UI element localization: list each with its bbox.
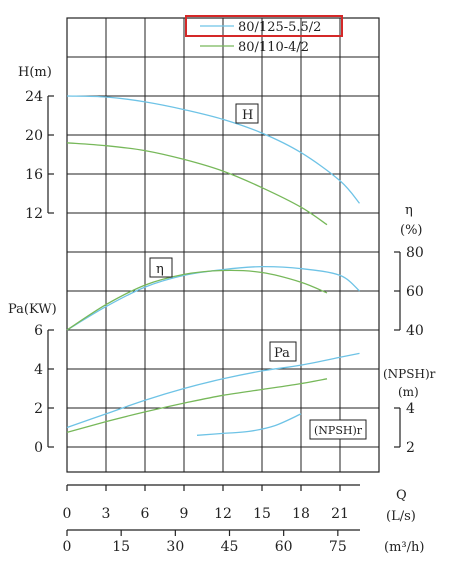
chart-legend: 80/125-5.5/2 80/110-4/2 [185,15,343,55]
chart-grid [66,17,380,473]
flow-ls-tick-label: 21 [331,506,349,522]
power-curve-series-2 [66,378,328,434]
flow-m3h-tick-label: 15 [112,539,130,555]
power-tick-label: 4 [34,362,43,378]
curve-label-head: H [235,103,259,124]
head-curve-series-2 [66,142,328,226]
flow-ls-unit: (L/s) [386,509,416,524]
flow-ls-tick-label: 6 [141,506,150,522]
flow-ls-tick-label: 3 [102,506,111,522]
flow-m3h-tick-label: 60 [275,539,293,555]
head-tick-label: 24 [25,89,43,105]
efficiency-curve-series-1 [66,265,360,331]
flow-m3h-tick-label: 30 [166,539,184,555]
flow-axis-title: Q [396,488,407,503]
legend-label-series-1: 80/125-5.5/2 [238,20,321,35]
chart-curves [66,95,360,436]
npsh-curve-series-1 [196,413,302,436]
npsh-tick-label: 4 [406,401,415,417]
power-tick-label: 6 [34,323,43,339]
npsh-axis-title: (NPSH)r [383,367,436,381]
efficiency-curve-series-2 [66,269,328,331]
svg-text:η: η [156,262,164,277]
svg-text:(NPSH)r: (NPSH)r [314,424,363,437]
svg-text:H: H [242,108,253,123]
head-curve-series-1 [66,95,360,204]
flow-m3h-tick-label: 75 [329,539,347,555]
npsh-axis-unit: (m) [398,385,419,399]
flow-ls-tick-label: 18 [292,506,310,522]
curve-label-power: Pa [269,341,297,362]
svg-text:Pa: Pa [274,346,290,361]
efficiency-axis-title: η [405,203,413,218]
flow-m3h-unit: (m³/h) [384,540,424,555]
flow-ls-tick-label: 9 [180,506,189,522]
efficiency-tick-label: 60 [406,284,424,300]
power-axis-title: Pa(KW) [8,302,57,317]
head-axis-title: H(m) [18,65,52,80]
curve-label-efficiency: η [149,257,173,278]
flow-m3h-tick-label: 45 [221,539,239,555]
legend-highlight-box [185,15,343,37]
flow-m3h-tick-label: 0 [63,539,72,555]
flow-ls-tick-label: 15 [253,506,271,522]
head-tick-label: 16 [25,167,43,183]
power-tick-label: 0 [34,440,43,456]
head-tick-label: 20 [25,128,43,144]
flow-ls-tick-label: 0 [63,506,72,522]
efficiency-tick-label: 40 [406,323,424,339]
curve-label-npsh: (NPSH)r [309,419,367,440]
efficiency-tick-label: 80 [406,245,424,261]
flow-ls-tick-label: 12 [214,506,232,522]
efficiency-axis-unit: (%) [400,223,423,238]
head-tick-label: 12 [25,206,43,222]
power-tick-label: 2 [34,401,43,417]
legend-label-series-2: 80/110-4/2 [238,40,309,55]
chart-axes [47,95,401,536]
power-curve-series-1 [66,352,360,429]
npsh-tick-label: 2 [406,440,415,456]
